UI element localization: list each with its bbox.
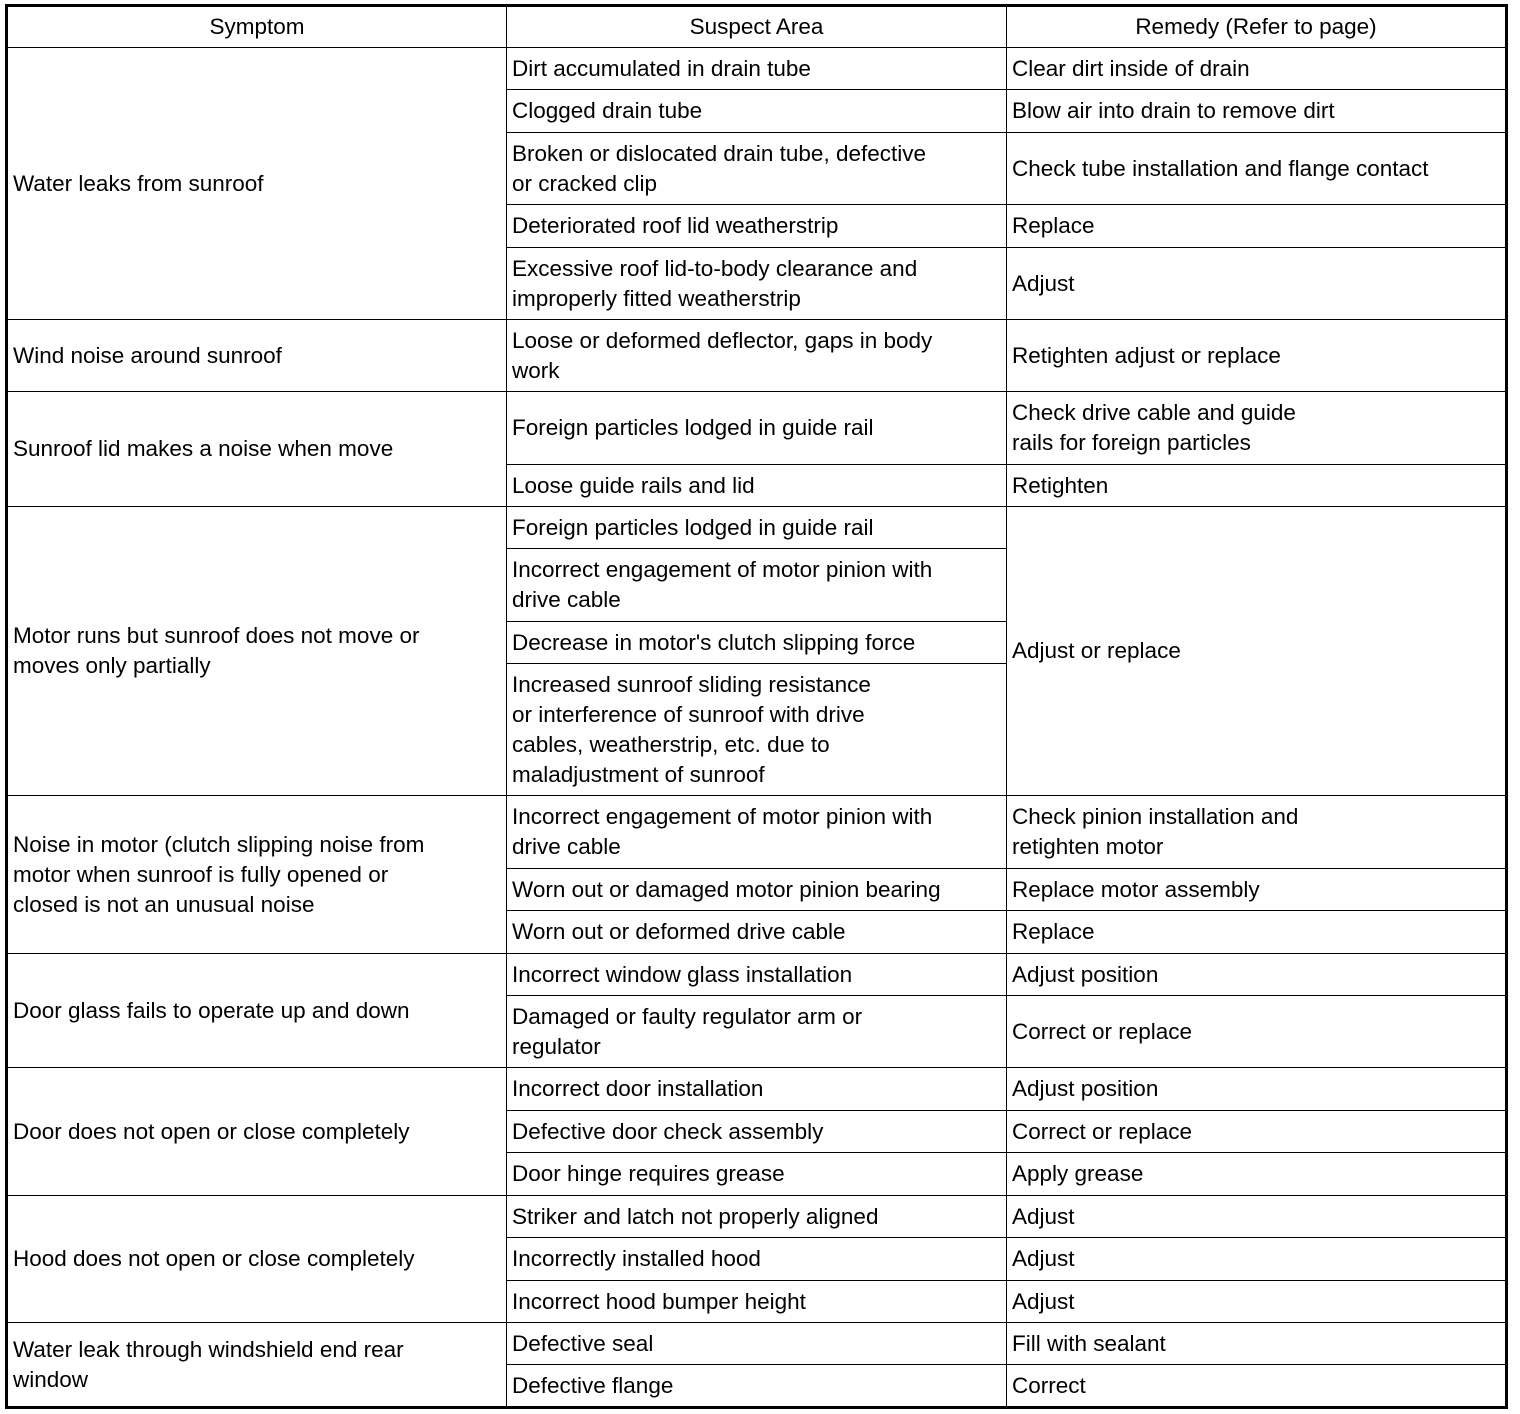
remedy-cell: Adjust	[1006, 1195, 1507, 1238]
table-row: Worn out or deformed drive cable Replace	[7, 910, 1507, 954]
header-remedy: Remedy (Refer to page)	[1006, 5, 1507, 48]
suspect-area-cell: Loose guide rails and lid	[506, 464, 1007, 507]
suspect-area-cell: Foreign particles lodged in guide rail	[506, 391, 1007, 465]
table-row: Excessive roof lid-to-body clearance and…	[7, 247, 1507, 320]
remedy-cell: Adjust or replace	[1006, 506, 1507, 796]
remedy-cell: Retighten adjust or replace	[1006, 319, 1507, 392]
table-row: Water leaks from sunroof Dirt accumulated…	[6, 47, 1507, 320]
table-row: Door hinge requires grease Apply grease	[7, 1152, 1507, 1196]
table-row: Hood does not open or close completely St…	[6, 1195, 1507, 1323]
suspect-area-cell: Defective seal	[506, 1322, 1007, 1365]
symptom-cell: Door does not open or close completely	[6, 1067, 507, 1196]
remedy-cell: Clear dirt inside of drain	[1006, 47, 1507, 90]
troubleshooting-table: Symptom Suspect Area Remedy (Refer to pa…	[5, 4, 1508, 1409]
remedy-cell: Fill with sealant	[1006, 1322, 1507, 1365]
remedy-cell: Correct or replace	[1006, 995, 1507, 1068]
suspect-area-cell: Excessive roof lid-to-body clearance and…	[506, 247, 1007, 320]
header-row: Symptom Suspect Area Remedy (Refer to pa…	[6, 5, 1507, 48]
suspect-area-cell: Incorrect engagement of motor pinion wit…	[506, 795, 1007, 869]
table-row: Broken or dislocated drain tube, defecti…	[7, 132, 1507, 205]
suspect-area-cell: Striker and latch not properly aligned	[506, 1195, 1007, 1238]
table-row: Door does not open or close completely In…	[6, 1067, 1507, 1196]
remedy-cell: Apply grease	[1006, 1152, 1507, 1196]
suspect-area-cell: Incorrectly installed hood	[506, 1237, 1007, 1281]
suspect-area-cell: Worn out or deformed drive cable	[506, 910, 1007, 954]
table-row: Deteriorated roof lid weatherstrip Replac…	[7, 204, 1507, 248]
table-row: Door glass fails to operate up and down I…	[6, 953, 1507, 1068]
symptom-cell: Sunroof lid makes a noise when move	[6, 391, 507, 507]
remedy-cell: Adjust	[1006, 1237, 1507, 1281]
remedy-cell: Adjust position	[1006, 953, 1507, 996]
suspect-area-cell: Broken or dislocated drain tube, defecti…	[506, 132, 1007, 205]
symptom-cell: Door glass fails to operate up and down	[6, 953, 507, 1068]
table-row: Incorrectly installed hood Adjust	[7, 1237, 1507, 1281]
symptom-cell: Water leaks from sunroof	[6, 47, 507, 320]
suspect-area-cell: Defective flange	[506, 1364, 1007, 1408]
symptom-cell: Motor runs but sunroof does not move or …	[6, 506, 507, 796]
remedy-cell: Blow air into drain to remove dirt	[1006, 89, 1507, 133]
suspect-area-cell: Deteriorated roof lid weatherstrip	[506, 204, 1007, 248]
suspect-area-cell: Incorrect door installation	[506, 1067, 1007, 1111]
suspect-area-cell: Foreign particles lodged in guide rail	[506, 506, 1007, 549]
remedy-cell: Check pinion installation and retighten …	[1006, 795, 1507, 869]
symptom-cell: Wind noise around sunroof	[6, 319, 507, 392]
table-row: Motor runs but sunroof does not move or …	[6, 506, 1507, 796]
table-row: Incorrect hood bumper height Adjust	[7, 1280, 1507, 1323]
table-row: Sunroof lid makes a noise when move Forei…	[6, 391, 1507, 507]
header-symptom: Symptom	[6, 5, 507, 48]
table-row: Defective flange Correct	[7, 1364, 1507, 1408]
remedy-cell: Check drive cable and guide rails for fo…	[1006, 391, 1507, 465]
table-row: Water leak through windshield end rear w…	[6, 1322, 1507, 1408]
remedy-cell: Check tube installation and flange conta…	[1006, 132, 1507, 205]
table-row: Noise in motor (clutch slipping noise fr…	[6, 795, 1507, 954]
suspect-area-cell: Clogged drain tube	[506, 89, 1007, 133]
suspect-area-cell: Incorrect engagement of motor pinion wit…	[506, 548, 1007, 622]
symptom-cell: Water leak through windshield end rear w…	[6, 1322, 507, 1408]
suspect-area-cell: Damaged or faulty regulator arm or regul…	[506, 995, 1007, 1068]
suspect-area-cell: Decrease in motor's clutch slipping forc…	[506, 621, 1007, 664]
suspect-area-cell: Increased sunroof sliding resistance or …	[506, 663, 1007, 796]
table-row: Incorrect engagement of motor pinion wit…	[7, 548, 1507, 622]
remedy-cell: Correct or replace	[1006, 1110, 1507, 1153]
remedy-cell: Adjust position	[1006, 1067, 1507, 1111]
remedy-cell: Adjust	[1006, 1280, 1507, 1323]
remedy-cell: Replace	[1006, 910, 1507, 954]
remedy-cell: Replace motor assembly	[1006, 868, 1507, 911]
table-row: Worn out or damaged motor pinion bearing…	[7, 868, 1507, 911]
remedy-cell: Replace	[1006, 204, 1507, 248]
suspect-area-cell: Loose or deformed deflector, gaps in bod…	[506, 319, 1007, 392]
remedy-cell: Adjust	[1006, 247, 1507, 320]
table-row: Defective door check assembly Correct or …	[7, 1110, 1507, 1153]
table-row: Damaged or faulty regulator arm or regul…	[7, 995, 1507, 1068]
remedy-cell: Correct	[1006, 1364, 1507, 1408]
symptom-cell: Noise in motor (clutch slipping noise fr…	[6, 795, 507, 954]
suspect-area-cell: Dirt accumulated in drain tube	[506, 47, 1007, 90]
header-suspect-area: Suspect Area	[506, 5, 1007, 48]
suspect-area-cell: Worn out or damaged motor pinion bearing	[506, 868, 1007, 911]
suspect-area-cell: Incorrect hood bumper height	[506, 1280, 1007, 1323]
suspect-area-cell: Incorrect window glass installation	[506, 953, 1007, 996]
suspect-area-cell: Door hinge requires grease	[506, 1152, 1007, 1196]
table-body: Water leaks from sunroof Dirt accumulated…	[6, 47, 1507, 1408]
table-row: Wind noise around sunroof Loose or deform…	[6, 319, 1507, 392]
symptom-cell: Hood does not open or close completely	[6, 1195, 507, 1323]
remedy-cell: Retighten	[1006, 464, 1507, 507]
table-row: Clogged drain tube Blow air into drain to…	[7, 89, 1507, 133]
suspect-area-cell: Defective door check assembly	[506, 1110, 1007, 1153]
